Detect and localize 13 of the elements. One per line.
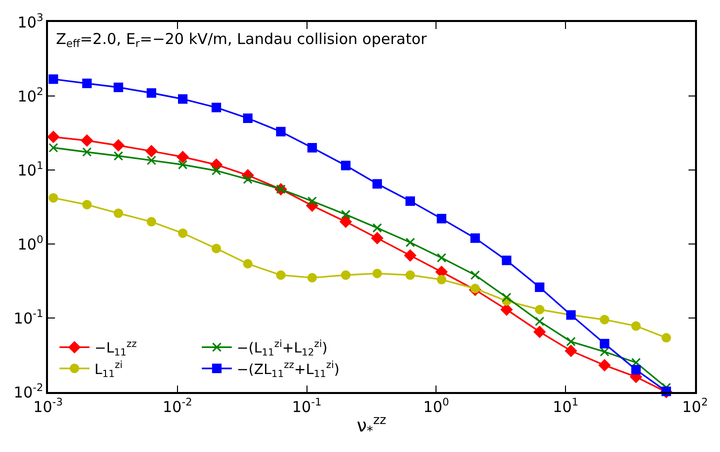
x-tick-label: 10$^{-1}$ [292,396,322,416]
y-tick-label: 10$^{2}$ [17,86,44,106]
x-tick-label: 10$^{-2}$ [162,396,192,416]
x-tick-label: 10$^{1}$ [552,396,578,416]
y-tick-label: 10$^{-1}$ [14,308,44,328]
legend-label: −(ZL$_{11}$$^{zz}$+L$_{11}$$^{zi}$) [236,360,340,380]
y-tick-label: 10$^{1}$ [17,160,44,180]
y-tick-label: 10$^{3}$ [17,12,44,32]
legend-label: −(L$_{11}$$^{zi}$+L$_{12}$$^{zi}$) [236,338,328,359]
y-tick-label: 10$^{0}$ [17,234,44,254]
annotation: Z$_{eff}$=2.0, E$_{r}$=−20 kV/m, Landau collision operator [56,30,428,50]
x-tick-label: 10$^{2}$ [682,396,708,416]
x-tick-label: 10$^{0}$ [423,396,450,416]
